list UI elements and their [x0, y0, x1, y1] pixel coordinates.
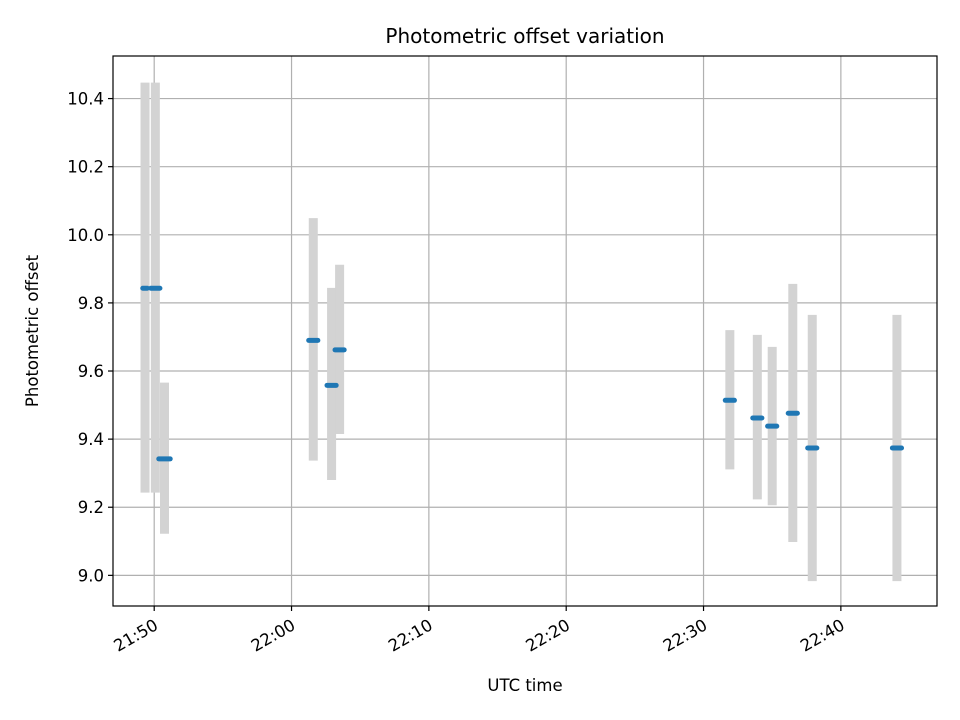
y-tick-label: 9.6 [78, 362, 104, 381]
chart-title: Photometric offset variation [385, 24, 664, 48]
y-tick-label: 9.4 [78, 430, 104, 449]
plot-frame [112, 55, 938, 607]
y-tick-label: 10.4 [67, 90, 104, 109]
y-tick-label: 10.0 [67, 226, 104, 245]
y-tick-label: 9.8 [78, 294, 104, 313]
y-axis-ticks: 9.0 9.2 9.4 9.6 9.8 10.0 10.2 10.4 [67, 90, 113, 585]
grid-lines [113, 56, 937, 606]
data-points [140, 285, 905, 462]
y-axis-label: Photometric offset [23, 254, 42, 407]
y-tick-label: 9.2 [78, 498, 104, 517]
y-tick-label: 10.2 [67, 158, 104, 177]
x-axis-label: UTC time [487, 676, 562, 695]
y-tick-label: 9.0 [78, 566, 104, 585]
